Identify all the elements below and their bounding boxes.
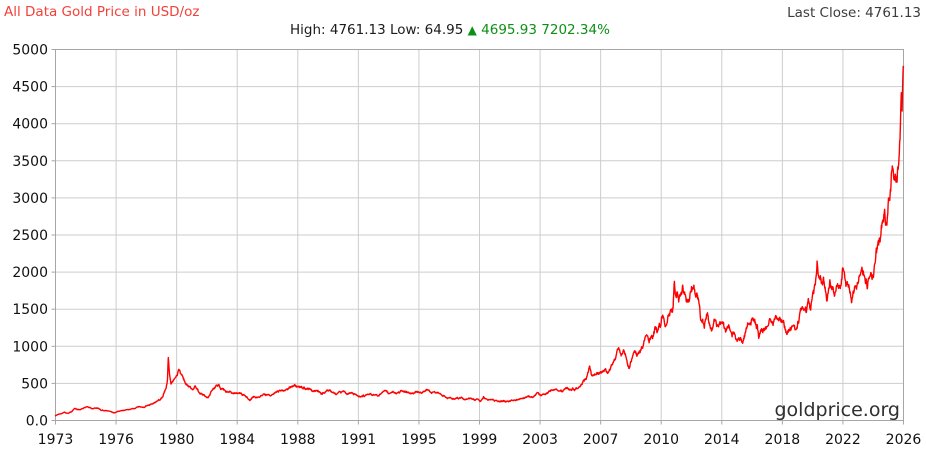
up-arrow-icon: ▲ — [467, 23, 477, 37]
x-tick-label: 1991 — [341, 432, 377, 448]
x-tick-label: 1980 — [159, 432, 195, 448]
x-tick-label: 2007 — [583, 432, 619, 448]
high-low-stats: High: 4761.13 Low: 64.95 ▲ 4695.93 7202.… — [290, 22, 610, 38]
y-tick-label: 0.0 — [26, 414, 48, 430]
y-tick-label: 1000 — [12, 339, 48, 355]
y-tick-label: 500 — [21, 376, 48, 392]
x-tick-label: 2026 — [886, 432, 922, 448]
change-text: 4695.93 7202.34% — [481, 22, 610, 38]
y-tick-label: 5000 — [12, 43, 48, 59]
x-tick-label: 1976 — [98, 432, 134, 448]
chart-title: All Data Gold Price in USD/oz — [4, 4, 200, 20]
x-tick-label: 2018 — [765, 432, 801, 448]
watermark: goldprice.org — [774, 399, 900, 421]
y-tick-label: 3000 — [12, 191, 48, 207]
x-tick-label: 2014 — [704, 432, 740, 448]
y-tick-label: 4000 — [12, 117, 48, 133]
x-tick-label: 2022 — [825, 432, 861, 448]
x-tick-label: 2003 — [522, 432, 558, 448]
x-tick-label: 1973 — [38, 432, 74, 448]
high-low-text: High: 4761.13 Low: 64.95 — [290, 22, 464, 38]
y-tick-label: 3500 — [12, 154, 48, 170]
plot-border — [55, 49, 904, 421]
y-tick-label: 4500 — [12, 80, 48, 96]
x-tick-label: 1999 — [462, 432, 498, 448]
y-tick-label: 1500 — [12, 302, 48, 318]
x-tick-label: 1984 — [219, 432, 255, 448]
x-tick-label: 2010 — [643, 432, 679, 448]
x-tick-label: 1988 — [280, 432, 316, 448]
x-tick-label: 1995 — [401, 432, 437, 448]
last-close: Last Close: 4761.13 — [787, 5, 921, 21]
y-tick-label: 2000 — [12, 265, 48, 281]
price-line — [54, 65, 905, 417]
y-tick-label: 2500 — [12, 228, 48, 244]
